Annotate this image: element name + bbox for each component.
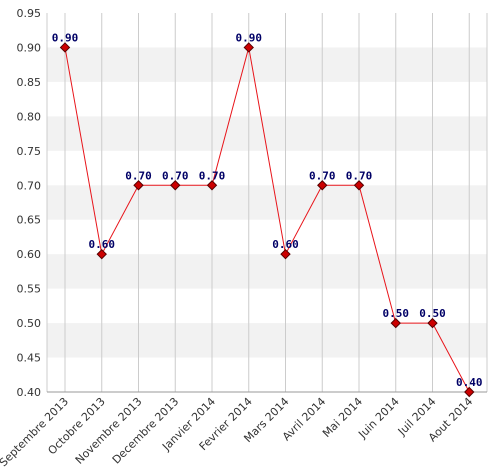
data-point <box>170 180 181 191</box>
data-label: 0.90 <box>236 31 263 44</box>
y-tick-label: 0.50 <box>17 317 42 330</box>
x-tick-label: Novembre 2013 <box>73 395 145 467</box>
data-point <box>317 180 328 191</box>
band <box>47 116 487 151</box>
y-tick-label: 0.40 <box>17 386 42 399</box>
data-label: 0.70 <box>309 169 336 182</box>
data-label: 0.70 <box>125 169 152 182</box>
y-tick-label: 0.70 <box>17 179 42 192</box>
y-tick-label: 0.80 <box>17 110 42 123</box>
data-label: 0.50 <box>419 307 446 320</box>
y-tick-label: 0.90 <box>17 41 42 54</box>
band <box>47 185 487 220</box>
y-tick-label: 0.65 <box>17 214 42 227</box>
series-line <box>64 47 470 393</box>
data-point <box>243 42 254 53</box>
data-point <box>280 248 291 260</box>
background-bands <box>47 47 487 358</box>
data-label: 0.70 <box>162 169 189 182</box>
band <box>47 254 487 289</box>
data-label: 0.60 <box>272 238 299 251</box>
y-tick-label: 0.45 <box>17 352 42 365</box>
data-point <box>133 180 144 191</box>
band <box>47 323 487 358</box>
data-point <box>353 180 365 191</box>
y-tick-label: 0.60 <box>17 248 42 261</box>
data-label: 0.70 <box>199 169 226 182</box>
grid-lines <box>46 13 488 393</box>
y-axis: 0.95 0.90 0.85 0.80 0.75 0.70 0.65 0.60 0.55 0.50… <box>17 7 42 399</box>
data-point <box>96 248 107 260</box>
data-point <box>390 317 401 329</box>
band <box>47 47 487 82</box>
data-markers <box>59 42 475 398</box>
data-label: 0.60 <box>89 238 116 251</box>
x-tick-label: Decembre 2013 <box>110 395 182 467</box>
y-tick-label: 0.55 <box>17 283 42 296</box>
data-label: 0.40 <box>456 376 483 389</box>
y-tick-label: 0.75 <box>17 145 42 158</box>
series-line <box>64 47 470 393</box>
y-tick-label: 0.85 <box>17 76 42 89</box>
data-point <box>427 317 438 329</box>
data-label: 0.50 <box>383 307 410 320</box>
data-point <box>464 386 475 398</box>
data-point <box>59 42 71 53</box>
y-tick-label: 0.95 <box>17 7 42 20</box>
data-label: 0.90 <box>52 31 79 44</box>
data-label: 0.70 <box>346 169 373 182</box>
data-point <box>206 180 218 191</box>
data-labels: 0.90 0.60 0.70 0.70 0.70 0.90 0.60 0.70 0.70 0.50… <box>52 31 483 389</box>
